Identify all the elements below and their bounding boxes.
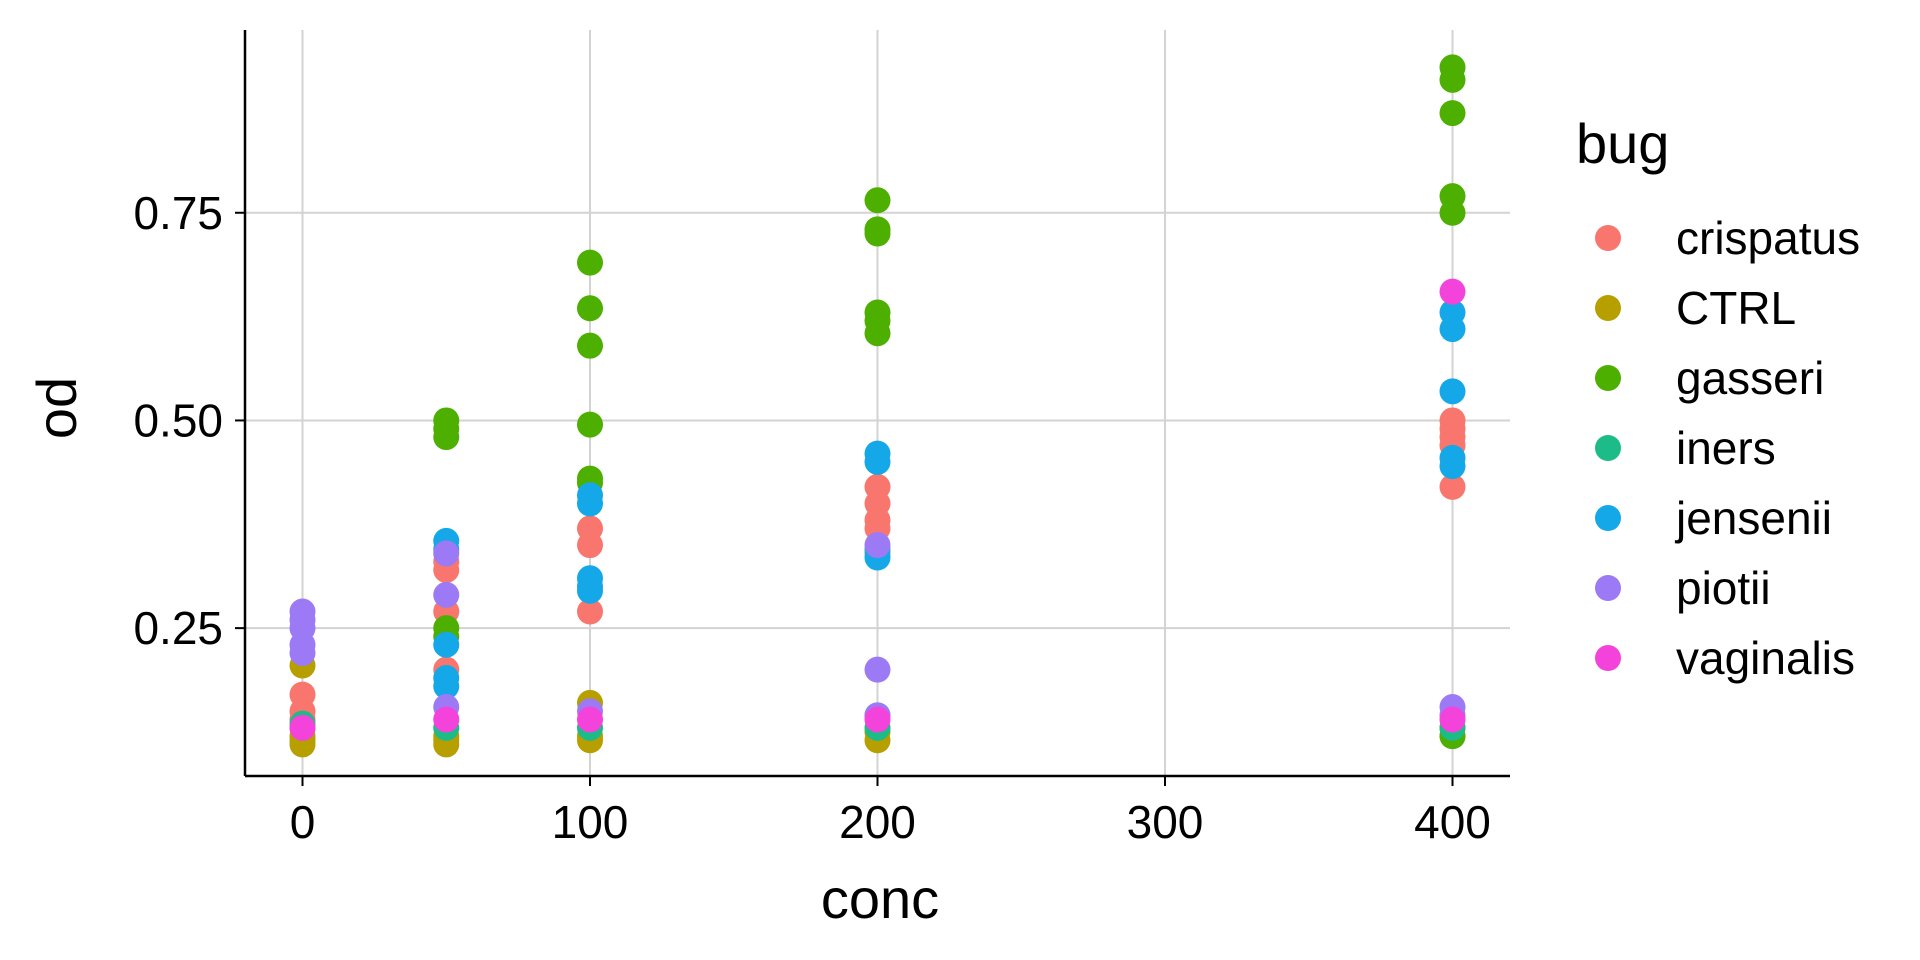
legend-item-ctrl: CTRL — [1595, 282, 1796, 334]
legend-item-jensenii: jensenii — [1595, 492, 1832, 544]
x-tick-label: 100 — [552, 796, 629, 848]
legend-item-iners: iners — [1595, 422, 1776, 474]
data-point — [1439, 316, 1466, 343]
series-jensenii — [433, 299, 1466, 729]
data-point — [864, 320, 891, 347]
legend-label: piotii — [1676, 562, 1771, 614]
legend-item-crispatus: crispatus — [1595, 212, 1860, 264]
legend-title: bug — [1576, 112, 1669, 175]
data-point — [1439, 473, 1466, 500]
data-point — [1439, 199, 1466, 226]
legend-label: gasseri — [1676, 352, 1824, 404]
data-point — [1439, 66, 1466, 93]
data-point — [577, 577, 603, 604]
data-point — [577, 706, 603, 733]
axes — [235, 30, 1510, 786]
legend-label: vaginalis — [1676, 632, 1855, 684]
series-vaginalis — [289, 278, 1466, 741]
legend-item-vaginalis: vaginalis — [1595, 632, 1855, 684]
series-gasseri — [433, 54, 1466, 750]
data-point — [433, 706, 460, 733]
x-tick-label: 400 — [1414, 796, 1491, 848]
legend-key — [1595, 295, 1621, 321]
data-point — [433, 424, 460, 451]
legend-key — [1595, 645, 1621, 671]
x-tick-label: 200 — [839, 796, 916, 848]
legend-key — [1595, 435, 1621, 461]
data-point — [1439, 378, 1466, 405]
legend-key — [1595, 575, 1621, 601]
data-point — [433, 631, 460, 658]
data-point — [289, 640, 316, 667]
x-axis-title: conc — [821, 867, 939, 930]
data-point — [864, 532, 891, 559]
legend-item-piotii: piotii — [1595, 562, 1771, 614]
data-point — [1439, 706, 1466, 733]
data-point — [577, 249, 603, 276]
legend-items: crispatus CTRL gasseri iners jensenii piotii v… — [1595, 212, 1860, 684]
data-point — [577, 295, 603, 322]
tick-labels: 0 100 200 300 400 0.25 0.50 0.75 — [133, 187, 1490, 848]
data-point — [433, 673, 460, 700]
data-point — [864, 656, 891, 683]
legend-key — [1595, 505, 1621, 531]
y-tick-label: 0.50 — [133, 394, 223, 446]
data-point — [577, 411, 603, 438]
x-tick-label: 0 — [290, 796, 316, 848]
data-point — [1439, 100, 1466, 127]
legend-label: iners — [1676, 422, 1776, 474]
data-point — [1439, 278, 1466, 305]
legend-item-gasseri: gasseri — [1595, 352, 1824, 404]
data-point — [433, 581, 460, 608]
data-point — [433, 540, 460, 567]
data-point — [864, 220, 891, 247]
data-point — [289, 714, 316, 741]
y-axis-title: od — [25, 377, 88, 439]
y-tick-label: 0.25 — [133, 602, 223, 654]
data-point — [577, 490, 603, 517]
data-point — [577, 598, 603, 625]
data-point — [864, 448, 891, 475]
data-point — [577, 332, 603, 359]
data-point — [864, 706, 891, 733]
legend-label: CTRL — [1676, 282, 1796, 334]
legend-key — [1595, 225, 1621, 251]
legend-key — [1595, 365, 1621, 391]
data-point — [577, 532, 603, 559]
x-tick-label: 300 — [1127, 796, 1204, 848]
legend-label: crispatus — [1676, 212, 1860, 264]
data-point — [864, 187, 891, 214]
legend-label: jensenii — [1674, 492, 1832, 544]
data-points — [289, 54, 1466, 758]
y-tick-label: 0.75 — [133, 187, 223, 239]
data-point — [1439, 453, 1466, 480]
legend: bug crispatus CTRL gasseri iners jensenii pio… — [1576, 112, 1860, 684]
